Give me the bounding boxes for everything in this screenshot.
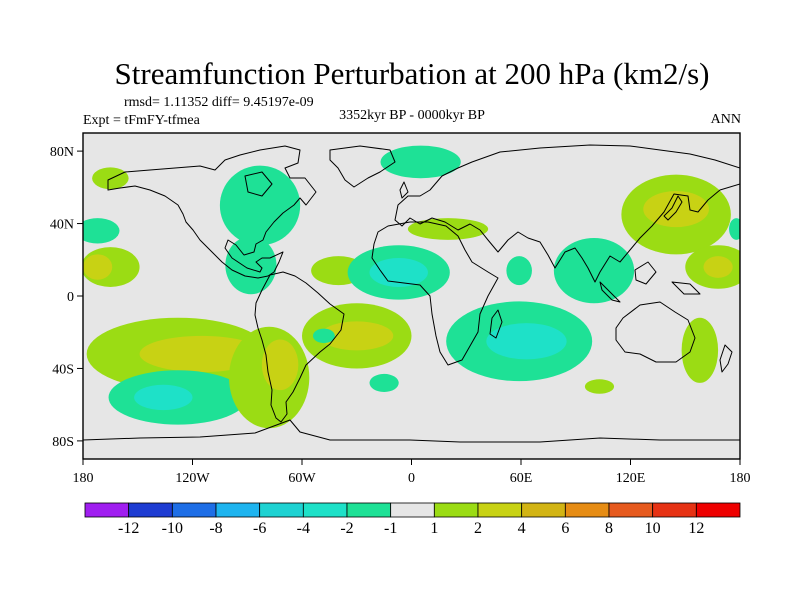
anomaly-region [486,323,567,360]
colorbar-swatch [215,502,261,518]
colorbar-label: 1 [430,520,438,537]
antarctica-coast [83,419,740,443]
period-label: 3352kyr BP - 0000kyr BP [339,108,485,123]
colorbar-swatch [433,502,479,518]
anomaly-region [369,373,399,392]
colorbar-swatch [128,502,173,518]
colorbar-swatch [84,502,130,518]
anomaly-region [312,328,335,344]
x-axis: 180 120W 60W 0 60E 120E 180 [73,459,751,486]
anomaly-region [92,167,129,190]
anomaly-region [380,145,461,179]
colorbar-swatch [259,502,304,518]
north-america-coast [107,145,317,279]
x-tick-label: 60W [288,471,316,486]
x-tick-label: 60E [510,471,533,486]
uk-coast [399,181,409,199]
anomaly-region [134,384,193,411]
colorbar-label: 4 [518,520,526,537]
south-america-coast [254,271,345,423]
anomaly-region [407,218,489,240]
anomaly-region [369,257,428,287]
colorbar-swatch [521,502,566,518]
colorbar-swatch [695,502,741,518]
anomaly-region [584,379,615,394]
new-guinea-coast [671,281,701,295]
anomaly-region [225,236,277,295]
coastline-layer [83,144,740,443]
colorbar-swatch [302,502,348,518]
x-tick-label: 120W [175,471,210,486]
y-tick-label: 80N [50,145,74,160]
anomaly-region [643,190,709,228]
chart-title: Streamfunction Perturbation at 200 hPa (… [115,56,710,91]
sumatra-coast [599,281,621,303]
australia-coast [615,301,696,363]
hudson-bay-coast [244,171,273,197]
colorbar-swatch [477,502,523,518]
colorbar-swatch [608,502,654,518]
colorbar-label: -6 [253,520,266,537]
anomaly-region [506,256,532,286]
anomaly-region [553,238,635,304]
y-tick-label: 0 [67,290,74,305]
colorbar-swatch [171,502,217,518]
anomaly-region [83,254,113,280]
colorbar-label: 10 [645,520,661,537]
madagascar-coast [489,309,503,339]
y-tick-label: 40N [50,218,74,233]
y-tick-label: 80S [52,435,74,450]
colorbar-swatch [390,502,435,518]
colorbar-label: -1 [384,520,397,537]
anomaly-region [729,218,740,240]
x-tick-label: 120E [616,471,646,486]
colorbar-swatch [346,502,392,518]
colorbar-label: -4 [297,520,310,537]
y-tick-label: 40S [52,362,74,377]
japan-coast [663,195,683,221]
colorbar-label: 12 [688,520,704,537]
greenland-coast [329,145,396,188]
new-zealand-coast [719,344,733,373]
anomaly-region [681,317,719,383]
y-axis: 80N 40N 0 40S 80S [50,145,83,450]
experiment-label: Expt = tFmFY-tfmea [83,113,201,128]
x-tick-label: 180 [73,471,94,486]
x-tick-label: 0 [408,471,415,486]
colorbar-label: -2 [340,520,353,537]
anomaly-region [83,218,120,244]
colorbar-label: 6 [561,520,569,537]
colorbar-label: -10 [162,520,183,537]
colorbar-label: -8 [209,520,222,537]
colorbar: -12 -10 -8 -6 -4 -2 -1 1 2 4 6 8 10 12 [84,502,741,537]
season-label: ANN [711,112,741,127]
anomaly-region [219,165,301,246]
colorbar-swatch [652,502,697,518]
colorbar-label: 8 [605,520,613,537]
x-tick-label: 180 [730,471,751,486]
anomaly-region [320,321,394,351]
colorbar-label: 2 [474,520,482,537]
colorbar-swatch [564,502,610,518]
borneo-coast [634,261,657,285]
anomaly-region [703,256,733,278]
stats-text: rmsd= 1.11352 diff= 9.45197e-09 [124,95,314,110]
eurasia-coast [394,144,740,283]
anomaly-region [261,339,299,391]
anomaly-layer [83,145,740,429]
africa-coast [371,221,499,366]
colorbar-label: -12 [118,520,139,537]
